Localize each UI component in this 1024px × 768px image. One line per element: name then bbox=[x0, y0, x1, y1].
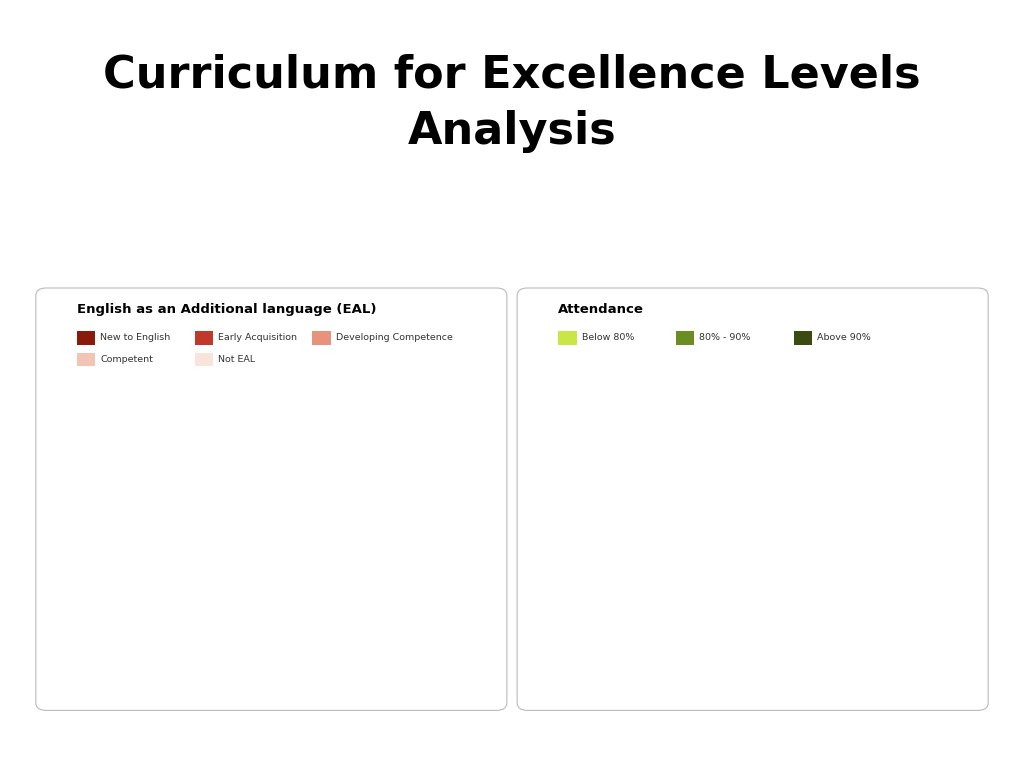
Text: Attendance: Attendance bbox=[558, 303, 644, 316]
Bar bbox=[898, 537, 920, 676]
Bar bbox=[601, 537, 623, 676]
Bar bbox=[877, 584, 898, 676]
Bar bbox=[722, 448, 743, 676]
Bar bbox=[249, 437, 262, 676]
Text: English as an Additional language (EAL): English as an Additional language (EAL) bbox=[77, 303, 376, 316]
Bar bbox=[296, 570, 309, 676]
Bar bbox=[820, 429, 842, 676]
Bar bbox=[679, 584, 700, 676]
Bar bbox=[151, 434, 163, 676]
Bar bbox=[322, 423, 335, 676]
Bar bbox=[395, 607, 408, 676]
Bar bbox=[700, 537, 722, 676]
Bar bbox=[799, 509, 820, 676]
Text: 80% - 90%: 80% - 90% bbox=[699, 333, 751, 343]
Text: Below 80%: Below 80% bbox=[582, 333, 634, 343]
Text: Above 90%: Above 90% bbox=[817, 333, 870, 343]
Bar bbox=[446, 434, 459, 676]
Bar bbox=[223, 468, 237, 676]
Bar bbox=[408, 523, 421, 676]
Bar bbox=[125, 448, 137, 676]
Bar bbox=[198, 607, 210, 676]
Text: Not EAL: Not EAL bbox=[218, 355, 255, 364]
Text: Early Acquisition: Early Acquisition bbox=[218, 333, 297, 343]
Text: New to English: New to English bbox=[100, 333, 171, 343]
Bar bbox=[210, 576, 223, 676]
Bar bbox=[777, 490, 799, 676]
Bar bbox=[623, 445, 644, 676]
Text: Curriculum for Excellence Levels
Analysis: Curriculum for Excellence Levels Analysi… bbox=[103, 54, 921, 154]
Bar bbox=[112, 601, 125, 676]
Bar bbox=[99, 607, 112, 676]
Text: Developing Competence: Developing Competence bbox=[336, 333, 453, 343]
Bar bbox=[421, 448, 433, 676]
Bar bbox=[920, 439, 940, 676]
Text: Competent: Competent bbox=[100, 355, 154, 364]
Bar bbox=[581, 584, 601, 676]
Bar bbox=[309, 498, 322, 676]
Bar bbox=[348, 423, 360, 676]
